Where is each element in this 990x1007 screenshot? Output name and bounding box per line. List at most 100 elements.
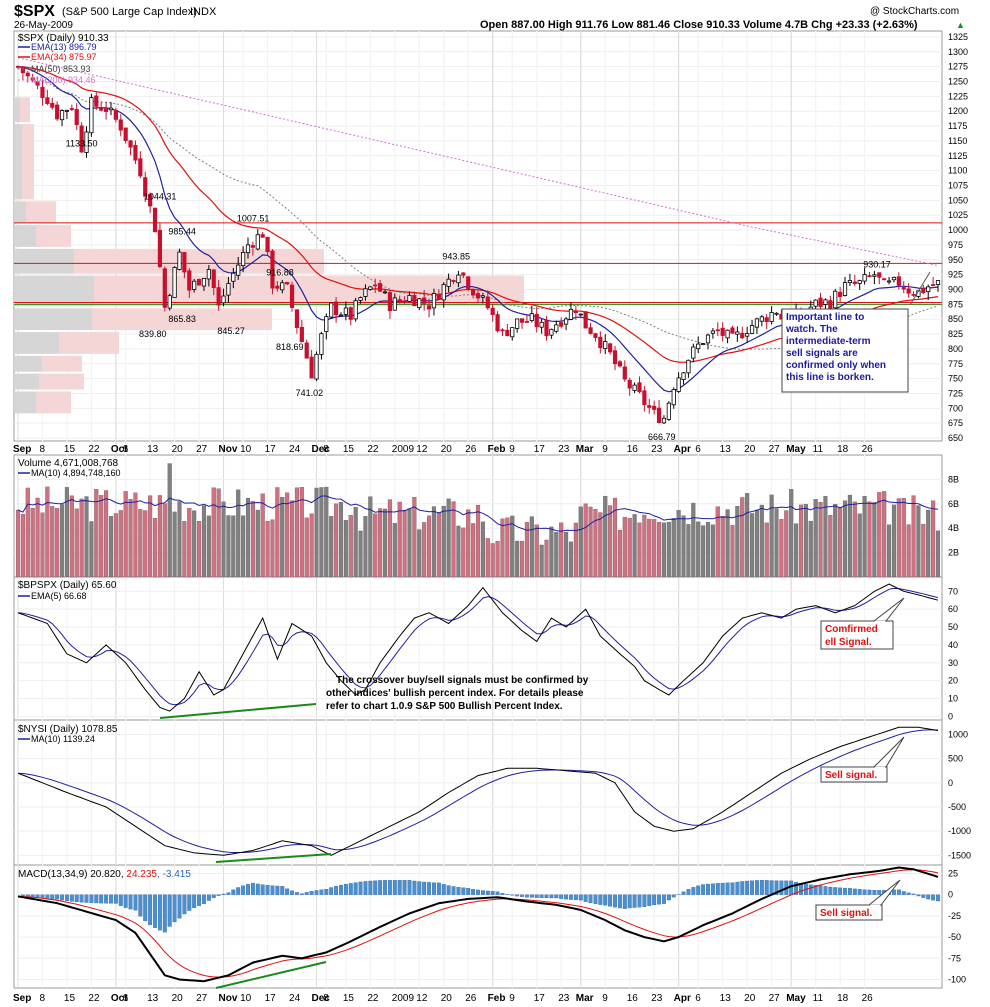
volume-bar (255, 509, 260, 578)
macd-histogram-bar (931, 894, 936, 901)
volume-bar (451, 501, 456, 578)
macd-histogram-bar (735, 881, 740, 895)
macd-histogram-bar (750, 880, 754, 895)
macd-histogram-bar (632, 894, 637, 908)
volume-bar (573, 522, 578, 578)
x-tick-label-bottom: 2009 (392, 993, 415, 1004)
candle-body (221, 295, 226, 304)
volume-bar (823, 496, 828, 578)
macd-histogram-bar (368, 880, 373, 895)
candle-body (417, 298, 422, 308)
candle-body (192, 280, 197, 290)
volume-bar (686, 524, 691, 578)
macd-histogram-bar (275, 885, 280, 895)
macd-histogram-bar (852, 888, 857, 895)
candle-body (245, 244, 251, 254)
macd-histogram-bar (701, 884, 706, 895)
macd-histogram-bar (534, 894, 539, 898)
candle-body (656, 407, 662, 423)
macd-histogram-bar (485, 890, 490, 895)
candle-body (69, 108, 74, 110)
macd-histogram-bar (334, 885, 339, 895)
crossover-note: The crossover buy/sell signals must be c… (326, 675, 589, 712)
candle-body (412, 295, 417, 307)
volume-bar (759, 504, 764, 578)
macd-histogram-bar (510, 894, 515, 896)
macd-histogram-bar (715, 883, 720, 895)
candle-body (627, 379, 632, 389)
volume-bar (348, 515, 353, 578)
volume-bar (280, 497, 285, 578)
volume-bar (554, 531, 559, 578)
volume-bar (828, 515, 833, 578)
x-tick-label-top: 2009 (392, 444, 415, 455)
volume-bar (519, 540, 525, 578)
macd-histogram-bar (172, 894, 177, 923)
macd-histogram-bar (79, 894, 84, 903)
macd-histogram-bar (422, 881, 427, 895)
x-tick-label-top: 18 (837, 444, 849, 455)
volume-bar (50, 506, 55, 578)
candle-body (108, 107, 114, 111)
candle-body (216, 287, 221, 306)
price-tick-label: 1150 (948, 136, 967, 146)
volume-bar (608, 505, 613, 578)
price-tick-label: 1025 (948, 210, 968, 220)
important-line-text-line: intermediate-term (786, 336, 871, 347)
macd-histogram-bar (378, 880, 383, 895)
candle-body (515, 318, 520, 329)
x-tick-label-bottom: 27 (196, 993, 208, 1004)
candle-body (774, 312, 779, 315)
price-label: 1044.31 (144, 192, 177, 202)
macd-histogram-bar (348, 883, 353, 895)
volume-bar (250, 501, 255, 578)
candle-body (113, 109, 118, 120)
price-tick-label: 950 (948, 255, 963, 265)
volume-bar (118, 510, 123, 578)
volume-tick-label: 4B (948, 523, 959, 533)
candle-body (299, 326, 304, 343)
volume-bar (412, 497, 417, 578)
macd-histogram-bar (818, 885, 823, 895)
candle-body (529, 313, 534, 321)
volume-bar (172, 511, 177, 578)
bpspx-tick-label: 40 (948, 640, 958, 650)
x-tick-label-bottom: 26 (465, 993, 477, 1004)
volume-bar (774, 508, 779, 578)
candle-body (133, 144, 138, 161)
candle-body (754, 318, 760, 328)
candle-body (50, 102, 55, 108)
macd-histogram-bar (613, 894, 617, 908)
x-tick-label-top: 15 (343, 444, 355, 455)
volume-bar (887, 524, 892, 578)
x-tick-label-top: 24 (289, 444, 301, 455)
volume-bar (35, 497, 40, 578)
x-tick-label-top: 6 (695, 444, 701, 455)
volume-panel-title: Volume 4,671,008,768 (18, 458, 119, 469)
volume-bar (539, 544, 544, 578)
volume-bar (446, 498, 451, 578)
macd-histogram-bar (539, 894, 544, 898)
nysi-tick-label: 500 (948, 754, 963, 764)
x-tick-label-top: 22 (367, 444, 379, 455)
candle-body (637, 382, 642, 393)
macd-histogram-bar (202, 894, 206, 905)
candle-body (906, 288, 911, 294)
volume-bar (64, 487, 69, 578)
price-panel-title: $SPX (Daily) 910.33 (18, 33, 109, 44)
macd-histogram-bar (74, 894, 79, 903)
volume-bar (466, 509, 471, 578)
volume-profile-down-bar (36, 225, 71, 247)
macd-histogram-bar (774, 880, 779, 895)
candle-body (451, 280, 456, 282)
candle-body (882, 278, 887, 281)
volume-bar (15, 509, 21, 578)
x-tick-label-top: 20 (744, 444, 756, 455)
candle-body (759, 316, 764, 322)
macd-histogram-bar (559, 894, 564, 899)
price-tick-label: 1225 (948, 91, 968, 101)
nysi-tick-label: -500 (948, 802, 966, 812)
x-tick-label-bottom: Nov (219, 993, 238, 1004)
chart-date: 26-May-2009 (14, 20, 73, 31)
price-tick-label: 875 (948, 299, 963, 309)
